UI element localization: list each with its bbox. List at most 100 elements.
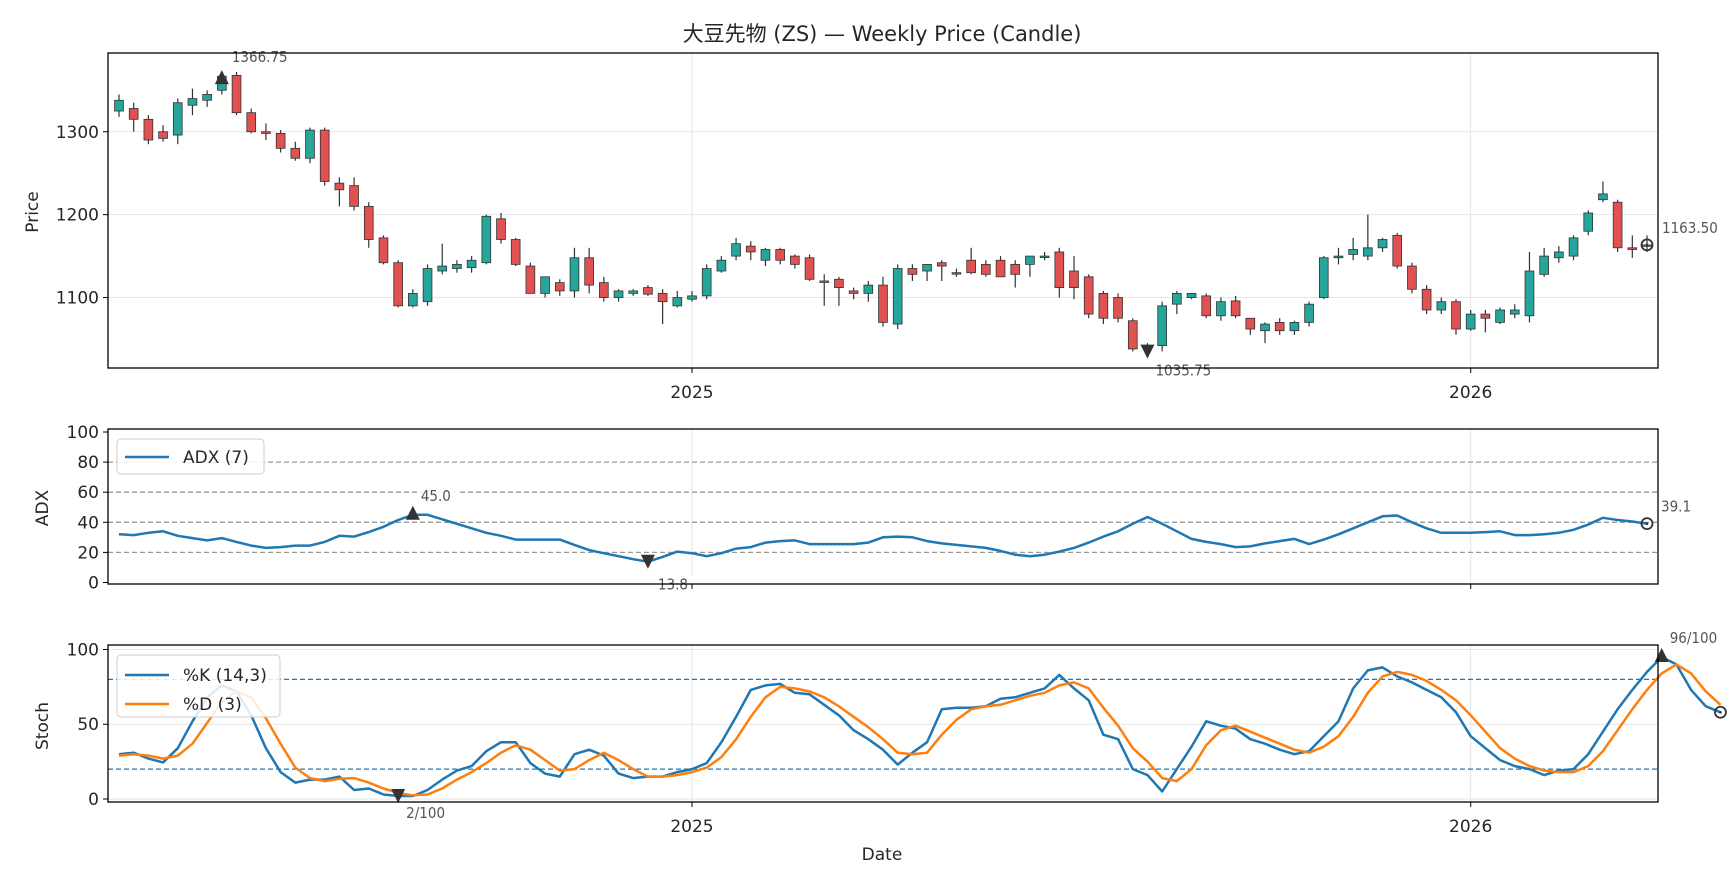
adx-legend-label: ADX (7) bbox=[183, 448, 249, 468]
candle-body-66 bbox=[1083, 276, 1094, 315]
candle-body-14 bbox=[319, 129, 330, 182]
candle-body-56 bbox=[936, 262, 947, 267]
candle-body-89 bbox=[1421, 288, 1432, 311]
price-panel: 1366.75 1035.75 1163.50 1100 1200 1300 Price bbox=[23, 48, 1724, 380]
adx-last-marker-dot bbox=[1645, 522, 1649, 525]
candle-body-44 bbox=[760, 249, 771, 261]
candle-body-58 bbox=[966, 259, 976, 274]
adx-min-label: 13.8 bbox=[658, 576, 688, 594]
candle-body-81 bbox=[1304, 303, 1314, 323]
adx-ylabel: ADX bbox=[33, 489, 53, 526]
adx-max-label-bg bbox=[417, 486, 458, 505]
candle-body-85 bbox=[1363, 247, 1373, 257]
stoch-gridlines bbox=[108, 645, 1658, 802]
candle-body-72 bbox=[1172, 292, 1182, 305]
candle-body-87 bbox=[1392, 234, 1403, 267]
candle-body-0 bbox=[114, 99, 124, 112]
stoch-legend-label-k: %K (14,3) bbox=[183, 666, 267, 686]
x-axis: 2025 2025 2026 2026 bbox=[670, 368, 1492, 837]
candle-body-33 bbox=[599, 282, 609, 298]
candle-body-86 bbox=[1377, 239, 1388, 249]
p-ytick-label-0: 1100 bbox=[56, 289, 99, 309]
a-ytick-label-4: 80 bbox=[77, 453, 99, 473]
candle-body-30 bbox=[554, 282, 565, 292]
candle-body-21 bbox=[422, 268, 433, 303]
adx-last-label: 39.1 bbox=[1661, 498, 1691, 516]
stoch-last-marker-dot bbox=[1719, 710, 1722, 714]
stoch-ylabel: Stoch bbox=[33, 702, 53, 750]
adx-legend-box bbox=[116, 438, 265, 475]
candle-body-63 bbox=[1039, 255, 1050, 258]
candle-body-47 bbox=[804, 257, 815, 280]
candle-body-78 bbox=[1260, 323, 1270, 332]
candle-body-46 bbox=[790, 255, 800, 265]
price-ylabel: Price bbox=[23, 191, 43, 232]
candle-body-59 bbox=[981, 263, 991, 275]
candle-body-96 bbox=[1524, 270, 1535, 317]
candle-body-92 bbox=[1465, 313, 1476, 330]
adx-annotations: 45.0 13.8 39.1 bbox=[405, 486, 1698, 594]
candle-body-57 bbox=[951, 272, 962, 275]
candle-body-50 bbox=[848, 290, 859, 294]
adx-min-label-bg bbox=[654, 575, 695, 594]
candle-body-64 bbox=[1054, 251, 1065, 288]
candle-body-34 bbox=[613, 290, 624, 298]
candle-body-45 bbox=[775, 249, 785, 261]
price-max-marker bbox=[214, 70, 229, 85]
stoch-min-label: 2/100 bbox=[406, 804, 445, 822]
candle-body-32 bbox=[584, 257, 594, 286]
xtick-label-top-0: 2025 bbox=[670, 383, 713, 403]
candle-body-84 bbox=[1348, 249, 1358, 255]
price-axes-frame bbox=[107, 52, 1659, 369]
candle-body-20 bbox=[408, 292, 418, 307]
adx-panel: 45.0 13.8 39.1 0 20 40 60 80 100 ADX ADX (7) bbox=[33, 423, 1698, 594]
xtick-label-top-1: 2026 bbox=[1449, 383, 1492, 403]
candle-body-11 bbox=[275, 133, 286, 149]
stoch-legend: %K (14,3) %D (3) bbox=[116, 654, 281, 718]
candle-body-9 bbox=[246, 112, 257, 133]
a-ytick-label-2: 40 bbox=[77, 513, 99, 533]
stoch-d-line bbox=[118, 663, 1722, 797]
stoch-yticks: 0 50 100 bbox=[67, 640, 108, 810]
candle-body-76 bbox=[1230, 300, 1241, 317]
candle-body-90 bbox=[1436, 301, 1447, 311]
candle-body-79 bbox=[1274, 322, 1285, 332]
candle-body-60 bbox=[995, 259, 1006, 278]
candle-body-80 bbox=[1289, 322, 1300, 332]
candle-body-36 bbox=[643, 287, 653, 295]
price-candles bbox=[114, 72, 1652, 356]
stoch-max-label: 96/100 bbox=[1670, 629, 1717, 647]
adx-gridlines bbox=[108, 429, 1658, 584]
candle-body-97 bbox=[1539, 255, 1549, 275]
a-ytick-label-3: 60 bbox=[77, 483, 99, 503]
candle-body-98 bbox=[1554, 251, 1564, 259]
stoch-lines bbox=[118, 655, 1722, 798]
candle-body-82 bbox=[1318, 257, 1329, 298]
candle-body-77 bbox=[1245, 317, 1256, 330]
candle-body-22 bbox=[437, 265, 448, 272]
candle-body-10 bbox=[261, 131, 271, 134]
adx-last-marker bbox=[1640, 517, 1654, 531]
candle-body-38 bbox=[672, 297, 683, 307]
candle-body-61 bbox=[1010, 263, 1021, 275]
candle-body-48 bbox=[819, 280, 830, 283]
adx-max-label: 45.0 bbox=[421, 487, 451, 505]
candle-body-94 bbox=[1495, 309, 1505, 323]
candle-body-93 bbox=[1480, 313, 1491, 319]
candle-body-13 bbox=[305, 129, 315, 159]
candle-body-102 bbox=[1612, 201, 1623, 249]
candle-body-19 bbox=[393, 262, 403, 307]
candle-body-49 bbox=[834, 278, 844, 288]
stoch-max-marker bbox=[1654, 647, 1669, 662]
a-ytick-label-1: 20 bbox=[77, 543, 99, 563]
candle-body-42 bbox=[731, 243, 741, 257]
candle-body-54 bbox=[907, 268, 918, 275]
candle-body-100 bbox=[1583, 212, 1594, 232]
candle-body-51 bbox=[863, 284, 874, 294]
candle-body-40 bbox=[701, 268, 712, 297]
adx-lines bbox=[118, 513, 1648, 563]
adx-max-marker bbox=[405, 505, 420, 520]
candle-body-6 bbox=[202, 94, 212, 101]
candle-body-12 bbox=[290, 147, 301, 159]
